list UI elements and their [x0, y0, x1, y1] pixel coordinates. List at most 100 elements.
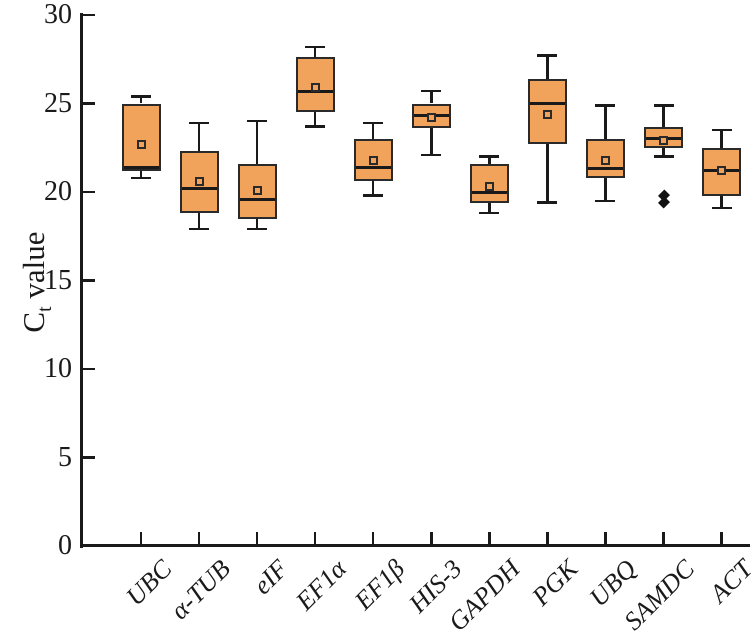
mean-marker: [194, 176, 204, 186]
upper-whisker-cap: [363, 121, 384, 125]
median-line: [355, 165, 391, 169]
mean-marker: [659, 136, 669, 146]
x-tick-label: EF1α: [289, 554, 352, 616]
upper-whisker: [488, 156, 491, 164]
lower-whisker: [546, 144, 549, 203]
median-line: [587, 167, 623, 171]
median-line: [529, 102, 565, 105]
y-tick: [83, 456, 95, 459]
y-tick-label: 0: [58, 530, 72, 561]
x-tick-label: PGK: [526, 554, 584, 612]
lower-whisker-cap: [479, 211, 500, 215]
lower-whisker-cap: [305, 125, 326, 128]
lower-whisker: [313, 112, 317, 127]
upper-whisker-cap: [189, 121, 210, 125]
upper-whisker-cap: [595, 104, 616, 107]
x-tick: [720, 532, 723, 544]
x-tick: [430, 532, 433, 544]
y-tick-label: 25: [44, 87, 72, 119]
lower-whisker-cap: [595, 199, 616, 203]
iqr-box: [121, 103, 161, 171]
upper-whisker-cap: [711, 128, 732, 132]
upper-whisker-cap: [247, 119, 268, 123]
x-tick: [255, 532, 259, 544]
upper-whisker-cap: [479, 155, 500, 158]
y-tick-label: 5: [58, 441, 72, 473]
y-tick-label: 20: [44, 176, 72, 207]
lower-whisker-cap: [537, 201, 558, 204]
median-line: [181, 186, 217, 190]
upper-whisker: [139, 96, 143, 104]
x-tick: [371, 532, 375, 544]
y-tick-label: 30: [44, 0, 72, 30]
x-tick-label: ACT: [703, 554, 751, 609]
x-tick: [139, 532, 143, 544]
y-axis-label-sub: t: [34, 306, 57, 312]
mean-marker: [368, 155, 378, 165]
y-axis-label-main: C: [16, 311, 51, 333]
y-tick: [83, 544, 95, 548]
x-tick-label: EF1β: [348, 554, 410, 616]
lower-whisker-cap: [363, 194, 384, 197]
lower-whisker-cap: [131, 176, 151, 180]
lower-whisker: [139, 170, 143, 178]
mean-marker: [600, 155, 610, 165]
y-tick-label: 15: [44, 264, 72, 296]
y-tick: [83, 190, 95, 194]
upper-whisker: [430, 91, 433, 104]
y-tick: [83, 367, 95, 371]
y-tick: [83, 13, 95, 17]
mean-marker: [252, 185, 262, 195]
lower-whisker: [488, 202, 491, 214]
lower-whisker: [604, 177, 607, 201]
median-line: [471, 190, 507, 194]
x-tick-label: eIF: [247, 554, 294, 601]
median-line: [123, 165, 159, 169]
lower-whisker-cap: [421, 153, 442, 157]
lower-whisker-cap: [711, 206, 732, 210]
mean-marker: [484, 182, 494, 192]
upper-whisker: [197, 122, 201, 152]
mean-marker: [310, 83, 320, 93]
mean-marker: [717, 166, 727, 176]
mean-marker: [426, 113, 436, 123]
x-tick: [546, 532, 549, 544]
y-tick: [83, 102, 95, 105]
x-tick: [604, 532, 607, 544]
lower-whisker-cap: [653, 155, 674, 158]
upper-whisker: [313, 46, 317, 58]
lower-whisker: [197, 213, 201, 230]
mean-marker: [136, 139, 146, 149]
y-axis-line: [80, 13, 83, 548]
x-tick: [313, 532, 317, 544]
upper-whisker: [546, 55, 549, 79]
upper-whisker: [720, 130, 723, 148]
x-tick-label: α-TUB: [164, 554, 236, 626]
upper-whisker-cap: [305, 45, 326, 49]
upper-whisker-cap: [653, 104, 674, 107]
x-tick: [197, 532, 201, 544]
y-tick-label: 10: [44, 353, 72, 384]
upper-whisker: [371, 122, 375, 139]
upper-whisker-cap: [421, 89, 442, 93]
lower-whisker: [662, 147, 665, 157]
mean-marker: [542, 109, 552, 119]
lower-whisker: [720, 195, 723, 208]
upper-whisker: [662, 105, 665, 127]
x-tick: [662, 532, 665, 544]
x-tick: [488, 532, 491, 544]
upper-whisker: [255, 121, 259, 164]
lower-whisker-cap: [247, 227, 268, 231]
lower-whisker: [255, 218, 259, 230]
upper-whisker-cap: [537, 54, 558, 57]
lower-whisker: [430, 128, 433, 155]
lower-whisker: [371, 181, 375, 196]
x-axis-line: [80, 544, 750, 547]
upper-whisker: [604, 105, 607, 139]
y-tick: [83, 279, 95, 282]
median-line: [239, 197, 275, 201]
lower-whisker-cap: [189, 227, 210, 231]
upper-whisker-cap: [131, 95, 151, 98]
iqr-box: [237, 163, 277, 219]
